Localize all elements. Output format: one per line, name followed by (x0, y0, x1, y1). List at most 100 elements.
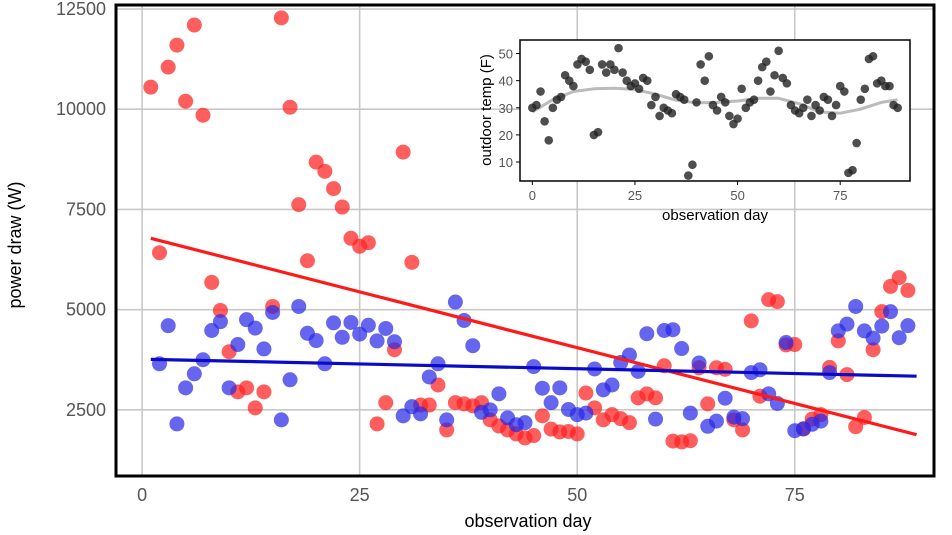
data-point-blue (552, 380, 568, 396)
data-point-blue (186, 366, 202, 382)
main-y-tick-label: 5000 (66, 300, 106, 320)
data-point-red (360, 235, 376, 251)
data-point-blue (430, 356, 446, 372)
inset-data-point (766, 87, 775, 96)
data-point-red (648, 390, 664, 406)
inset-data-point (762, 57, 771, 66)
data-point-blue (717, 390, 733, 406)
data-point-blue (900, 318, 916, 334)
data-point-red (282, 99, 298, 115)
data-point-blue (343, 314, 359, 330)
data-point-red (682, 433, 698, 449)
data-point-blue (326, 315, 342, 331)
main-y-tick-label: 10000 (56, 99, 106, 119)
inset-data-point (696, 60, 705, 69)
data-point-red (743, 313, 759, 329)
inset-data-point (737, 84, 746, 94)
main-y-tick-label: 7500 (66, 199, 106, 219)
data-point-blue (639, 326, 655, 342)
inset-y-tick-labels: 10 20 30 40 50 (499, 47, 520, 170)
inset-data-point (532, 100, 541, 110)
inset-data-point (614, 43, 623, 53)
data-point-blue (822, 365, 838, 381)
data-point-red (700, 396, 716, 412)
inset-data-point (679, 95, 689, 104)
data-point-blue (543, 395, 559, 411)
data-point-blue (735, 411, 751, 427)
data-point-red (239, 380, 255, 396)
data-point-blue (708, 413, 724, 429)
inset-data-point (651, 92, 660, 102)
data-point-blue (691, 355, 707, 371)
data-point-blue (247, 320, 263, 336)
inset-data-point (569, 81, 578, 91)
inset-data-point (782, 79, 792, 88)
data-point-red (169, 37, 185, 53)
data-point-red (152, 245, 168, 261)
main-x-tick-label: 25 (350, 485, 370, 505)
data-point-blue (334, 329, 350, 345)
data-point-blue (413, 406, 429, 422)
inset-chart: 0 25 50 75 10 20 30 40 50 observation day outdo… (478, 39, 911, 224)
data-point-red (299, 253, 315, 269)
data-point-red (212, 302, 228, 318)
data-point-blue (221, 380, 237, 396)
inset-smooth-line (531, 86, 898, 115)
data-point-blue (369, 333, 385, 349)
data-point-red (326, 181, 342, 197)
data-point-red (378, 395, 394, 411)
data-point-blue (882, 304, 898, 320)
data-point-blue (360, 317, 376, 333)
data-point-blue (874, 318, 890, 334)
data-point-blue (378, 320, 394, 336)
data-point-red (891, 270, 907, 286)
inset-smooth-curve (531, 86, 898, 115)
main-x-axis-title: observation day (464, 511, 591, 531)
main-y-axis-title: power draw (W) (5, 181, 25, 308)
data-point-red (578, 385, 594, 401)
inset-x-axis-title: observation day (662, 207, 768, 224)
data-point-red (291, 197, 307, 213)
data-point-blue (682, 405, 698, 421)
inset-x-tick-label: 50 (730, 188, 744, 203)
inset-x-tick-label: 0 (529, 188, 536, 203)
data-point-red (204, 274, 220, 290)
data-point-blue (752, 362, 768, 378)
data-point-blue (813, 413, 829, 429)
data-point-blue (839, 316, 855, 332)
data-point-red (334, 199, 350, 215)
data-point-blue (491, 386, 507, 402)
inset-x-tick-labels: 0 25 50 75 (529, 181, 847, 203)
main-y-tick-labels: 2500 5000 7500 10000 12500 (56, 0, 106, 420)
inset-data-point (753, 76, 763, 85)
data-point-blue (534, 380, 550, 396)
data-point-blue (447, 294, 463, 310)
inset-data-point (823, 95, 833, 104)
inset-y-tick-label: 40 (499, 74, 513, 89)
inset-data-point (840, 87, 849, 96)
data-point-blue (848, 298, 864, 314)
inset-data-point (831, 100, 841, 110)
main-y-tick-label: 2500 (66, 400, 106, 420)
inset-data-point (704, 51, 714, 61)
data-point-red (317, 163, 333, 179)
inset-y-axis-title: outdoor temp (F) (478, 54, 495, 166)
inset-data-point (684, 171, 693, 180)
main-y-tick-label: 12500 (56, 0, 106, 19)
inset-data-point (601, 68, 611, 77)
data-point-blue (273, 412, 289, 428)
inset-y-tick-label: 30 (499, 101, 513, 116)
data-point-blue (482, 402, 498, 418)
data-point-blue (439, 412, 455, 428)
inset-data-point (593, 127, 603, 137)
inset-points (528, 43, 902, 180)
data-point-blue (230, 337, 246, 353)
data-point-red (160, 59, 176, 75)
data-point-red (900, 282, 916, 298)
inset-data-point (848, 165, 857, 175)
inset-data-point (618, 68, 627, 77)
inset-x-tick-label: 75 (833, 188, 847, 203)
data-point-blue (578, 405, 594, 421)
inset-data-point (798, 103, 808, 113)
